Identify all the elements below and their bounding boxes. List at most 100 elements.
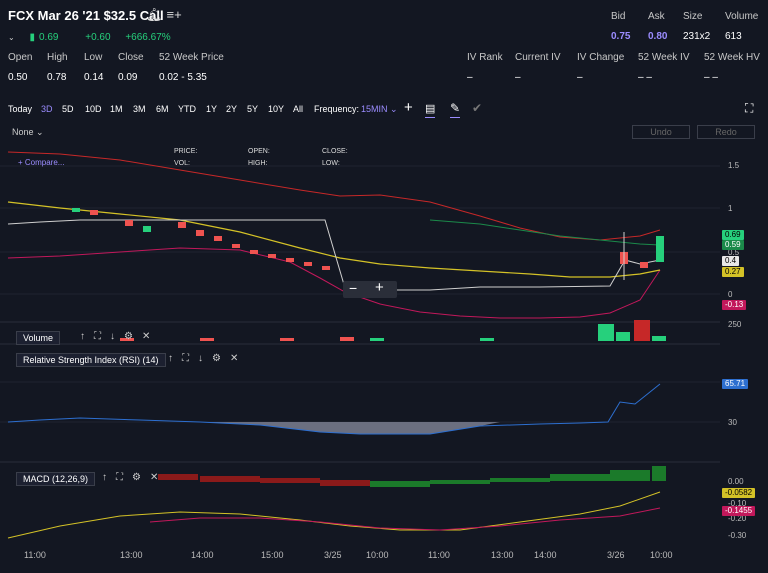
last-price-tag: 0.69 (722, 230, 744, 240)
move-up-icon[interactable]: ↑ (168, 353, 173, 364)
stat-current-iv-label: Current IV (515, 52, 561, 63)
chart-canvas[interactable] (0, 140, 768, 550)
stat-open-value: 0.50 (8, 72, 28, 83)
ask-label: Ask (648, 11, 665, 22)
maximize-icon[interactable]: ⛶ (116, 472, 123, 483)
option-title: FCX Mar 26 '21 $32.5 Call (8, 8, 164, 23)
time-tick: 3/26 (607, 550, 625, 560)
draw-pencil-icon[interactable]: ✎ (450, 101, 461, 118)
move-up-icon[interactable]: ↑ (80, 331, 85, 342)
time-tick: 3/25 (324, 550, 342, 560)
frequency-label: Frequency: (314, 104, 360, 114)
last-price: ▮ 0.69 (29, 32, 59, 43)
y-tick-1.5: 1.5 (728, 161, 740, 170)
close-icon[interactable]: ✕ (141, 331, 151, 342)
change-percent: +666.67% (125, 32, 171, 43)
range-ytd[interactable]: YTD (178, 104, 196, 114)
stat-iv-rank-value: – (467, 72, 473, 83)
rsi-value-tag: 65.71 (722, 379, 749, 389)
stat-52w-price-value: 0.02 - 5.35 (159, 72, 207, 83)
maximize-icon[interactable]: ⛶ (94, 331, 101, 342)
range-2y[interactable]: 2Y (226, 104, 238, 114)
stat-52w-iv-label: 52 Week IV (638, 52, 690, 63)
time-tick: 11:00 (428, 550, 450, 560)
rsi-indicator-label: Relative Strength Index (RSI) (14) (16, 353, 166, 367)
chevron-down-icon[interactable]: ⌄ (8, 33, 15, 42)
close-icon[interactable]: ✕ (149, 472, 159, 483)
maximize-icon[interactable]: ⛶ (182, 353, 189, 364)
header-actions: 🔔︎ ≡+ (146, 7, 186, 23)
macd-tick-0.1: -0.10 (728, 499, 747, 508)
macd-indicator-label: MACD (12,26,9) (16, 472, 96, 486)
settings-gear-icon[interactable]: ⚙ (124, 331, 133, 342)
rsi-oversold-fill (200, 422, 500, 434)
rsi-tick-30: 30 (728, 418, 737, 427)
settings-gear-icon[interactable]: ⚙ (212, 353, 221, 364)
macd-tick-0.2: -0.20 (728, 514, 747, 523)
stat-open-label: Open (8, 52, 33, 63)
crosshair-icon[interactable]: + (404, 99, 413, 116)
move-down-icon[interactable]: ↓ (110, 331, 115, 342)
macd-signal-tag: -0.1455 (722, 506, 756, 516)
macd-histogram (158, 466, 666, 487)
price-line-tag: 0.4 (722, 256, 740, 266)
macd-value-tag: -0.0582 (722, 488, 756, 498)
change-value: +0.60 (85, 32, 111, 43)
range-5y[interactable]: 5Y (247, 104, 259, 114)
range-1m[interactable]: 1M (110, 104, 123, 114)
ask-value: 0.80 (648, 31, 668, 42)
macd-controls: ↑ ⛶ ⚙ ✕ (102, 472, 167, 483)
range-3m[interactable]: 3M (133, 104, 146, 114)
macd-signal-line (149, 507, 661, 531)
time-tick: 11:00 (24, 550, 46, 560)
notes-icon[interactable]: ▤ (425, 102, 436, 118)
undo-button[interactable]: Undo (632, 125, 690, 139)
range-10d[interactable]: 10D (85, 104, 102, 114)
frequency-select[interactable]: 15MIN ⌄ (361, 104, 398, 114)
stat-close-label: Close (118, 52, 144, 63)
range-today[interactable]: Today (8, 104, 33, 114)
redo-button[interactable]: Redo (697, 125, 755, 139)
rsi-line (7, 383, 661, 435)
lower-bollinger-band (7, 247, 661, 319)
range-1y[interactable]: 1Y (206, 104, 218, 114)
high-field-label: HIGH: (248, 160, 268, 167)
range-10y[interactable]: 10Y (268, 104, 285, 114)
move-up-icon[interactable]: ↑ (102, 472, 107, 483)
open-field-label: OPEN: (248, 148, 270, 155)
candles (72, 208, 664, 280)
move-down-icon[interactable]: ↓ (198, 353, 203, 364)
range-all[interactable]: All (293, 104, 304, 114)
sma-tag: 0.27 (722, 267, 744, 277)
range-6m[interactable]: 6M (156, 104, 169, 114)
close-icon[interactable]: ✕ (229, 353, 239, 364)
add-to-list-icon[interactable]: ≡+ (166, 7, 182, 22)
range-5d[interactable]: 5D (62, 104, 74, 114)
settings-gear-icon[interactable]: ⚙ (132, 472, 141, 483)
bid-value: 0.75 (611, 31, 631, 42)
volume-value: 613 (725, 31, 742, 42)
y-tick-0: 0 (728, 290, 733, 299)
lower-band-tag: -0.13 (722, 300, 747, 310)
study-select[interactable]: None ⌄ (12, 127, 44, 137)
ema-tag: 0.59 (722, 240, 744, 250)
close-field-label: CLOSE: (322, 148, 348, 155)
stat-iv-change-label: IV Change (577, 52, 625, 63)
alert-bell-icon[interactable]: 🔔︎ (146, 7, 163, 22)
stat-iv-change-value: – (577, 72, 583, 83)
fullscreen-icon[interactable]: ⛶ (745, 101, 754, 115)
stat-high-label: High (47, 52, 68, 63)
zoom-in-button[interactable]: + (375, 279, 384, 296)
time-tick: 10:00 (366, 550, 389, 560)
volume-indicator-label: Volume (16, 331, 61, 345)
zoom-out-button[interactable]: − (349, 280, 358, 296)
check-circle-icon[interactable]: ✔ (472, 101, 483, 115)
volume-controls: ↑ ⛶ ↓ ⚙ ✕ (80, 331, 159, 342)
stat-52w-iv-value: – – (638, 72, 652, 83)
moving-average-line (7, 201, 661, 278)
rsi-controls: ↑ ⛶ ↓ ⚙ ✕ (168, 353, 247, 364)
range-3d[interactable]: 3D (41, 104, 53, 114)
price-field-label: PRICE: (174, 148, 198, 155)
price-line (7, 219, 661, 291)
compare-link[interactable]: + Compare... (18, 158, 65, 167)
